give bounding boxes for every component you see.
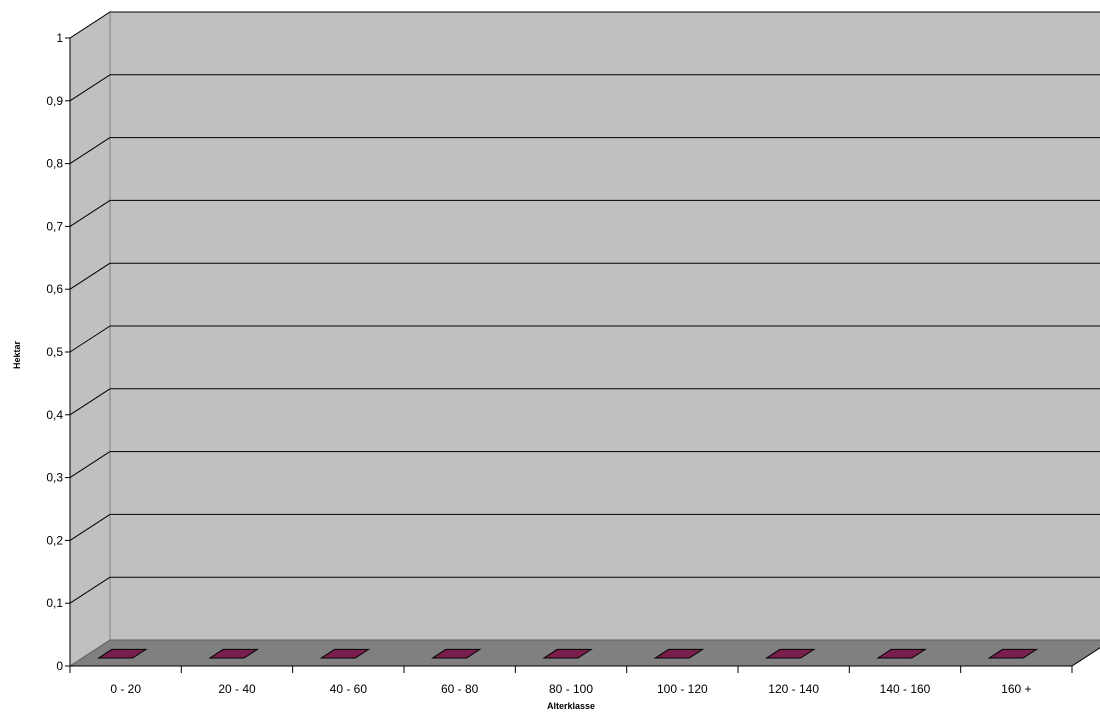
gridline-side: [69, 137, 111, 165]
gridline-side: [69, 451, 111, 479]
bars: [96, 648, 1039, 659]
gridline-side: [69, 388, 111, 416]
x-tick-labels: 0 - 20 20 - 40 40 - 60 60 - 80 80 - 100 100 -…: [110, 682, 1031, 696]
y-tick-label: 0,3: [46, 471, 63, 485]
x-tick-label: 160 +: [1001, 682, 1031, 696]
y-tick-label: 1: [56, 31, 63, 45]
gridline-side: [69, 325, 111, 353]
y-tick-label: 0: [56, 659, 63, 673]
y-tick-label: 0,4: [46, 408, 63, 422]
bar-top: [764, 648, 816, 659]
y-tick-labels: 0 0,1 0,2 0,3 0,4 0,5 0,6 0,7 0,8 0,9 1: [46, 31, 63, 673]
bar-top: [430, 648, 482, 659]
bar-top: [987, 648, 1039, 659]
y-tick-label: 0,1: [46, 596, 63, 610]
floor-edge: [1071, 647, 1100, 667]
gridline-side: [69, 11, 111, 39]
x-tick-label: 140 - 160: [880, 682, 931, 696]
y-tick-label: 0,2: [46, 533, 63, 547]
axes: [65, 37, 1100, 673]
gridline-side: [69, 513, 111, 541]
x-tick-label: 40 - 60: [330, 682, 368, 696]
gridline-side: [69, 199, 111, 227]
x-tick-label: 120 - 140: [768, 682, 819, 696]
bar-top: [208, 648, 259, 659]
bar-top: [96, 648, 148, 659]
x-tick-label: 80 - 100: [549, 682, 593, 696]
chart-walls: [68, 11, 1100, 667]
bar-top: [653, 648, 705, 659]
gridline-side: [69, 576, 111, 604]
gridlines: [69, 11, 1100, 604]
x-axis-title: Alterklasse: [547, 701, 595, 711]
x-tick-label: 100 - 120: [657, 682, 708, 696]
y-axis-title: Hektar: [12, 340, 22, 369]
y-tick-label: 0,7: [46, 219, 63, 233]
bar-top: [876, 648, 927, 659]
gridline-side: [69, 74, 111, 102]
x-tick-label: 60 - 80: [441, 682, 479, 696]
y-tick-label: 0,5: [46, 345, 63, 359]
y-tick-label: 0,8: [46, 157, 63, 171]
bar-top: [319, 648, 371, 659]
y-tick-label: 0,9: [46, 94, 63, 108]
x-tick-label: 20 - 40: [218, 682, 256, 696]
y-tick-label: 0,6: [46, 282, 63, 296]
gridline-side: [69, 262, 111, 290]
x-tick-label: 0 - 20: [110, 682, 141, 696]
bar-top: [542, 648, 593, 659]
